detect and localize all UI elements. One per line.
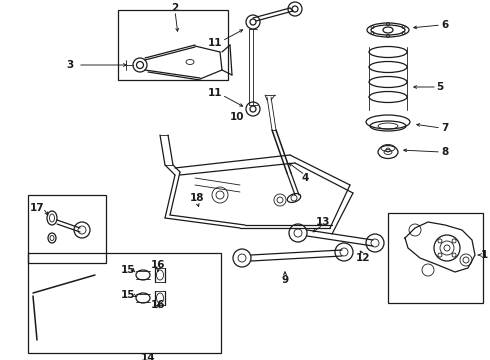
Text: 1: 1 (480, 250, 488, 260)
Bar (28, 195, 106, 263)
Text: 11: 11 (208, 38, 222, 48)
Text: 7: 7 (441, 123, 449, 133)
Text: 12: 12 (356, 253, 370, 263)
Text: 10: 10 (230, 112, 244, 122)
Text: 6: 6 (441, 20, 449, 30)
Text: 3: 3 (66, 60, 74, 70)
Text: 5: 5 (437, 82, 443, 92)
Text: 16: 16 (151, 260, 165, 270)
Text: 11: 11 (208, 88, 222, 98)
Text: 9: 9 (281, 275, 289, 285)
Bar (388, 213, 483, 303)
Text: 17: 17 (30, 203, 44, 213)
Text: 8: 8 (441, 147, 449, 157)
Text: 18: 18 (190, 193, 204, 203)
Bar (118, 10, 228, 80)
Bar (28, 253, 221, 353)
Text: 16: 16 (151, 300, 165, 310)
Text: 15: 15 (121, 265, 135, 275)
Text: 15: 15 (121, 290, 135, 300)
Text: 14: 14 (141, 353, 155, 360)
Text: 13: 13 (316, 217, 330, 227)
Text: 4: 4 (301, 173, 309, 183)
Text: 2: 2 (172, 3, 179, 13)
